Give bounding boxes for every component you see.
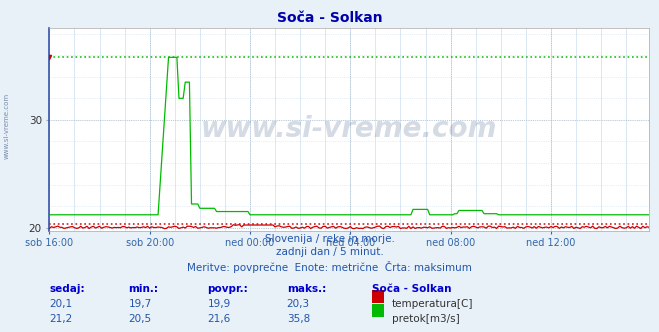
Text: 19,7: 19,7	[129, 299, 152, 309]
Text: povpr.:: povpr.:	[208, 284, 248, 294]
Text: 20,5: 20,5	[129, 314, 152, 324]
Text: Meritve: povprečne  Enote: metrične  Črta: maksimum: Meritve: povprečne Enote: metrične Črta:…	[187, 261, 472, 273]
Text: pretok[m3/s]: pretok[m3/s]	[392, 314, 460, 324]
Text: 20,1: 20,1	[49, 299, 72, 309]
Text: 21,2: 21,2	[49, 314, 72, 324]
Text: 20,3: 20,3	[287, 299, 310, 309]
Text: 21,6: 21,6	[208, 314, 231, 324]
Text: temperatura[C]: temperatura[C]	[392, 299, 474, 309]
Text: Soča - Solkan: Soča - Solkan	[277, 11, 382, 25]
Text: min.:: min.:	[129, 284, 159, 294]
Text: 35,8: 35,8	[287, 314, 310, 324]
Text: maks.:: maks.:	[287, 284, 326, 294]
Text: www.si-vreme.com: www.si-vreme.com	[201, 116, 498, 143]
Text: 19,9: 19,9	[208, 299, 231, 309]
Text: Slovenija / reke in morje.: Slovenija / reke in morje.	[264, 234, 395, 244]
Text: zadnji dan / 5 minut.: zadnji dan / 5 minut.	[275, 247, 384, 257]
Text: www.si-vreme.com: www.si-vreme.com	[3, 93, 10, 159]
Text: Soča - Solkan: Soča - Solkan	[372, 284, 452, 294]
Text: sedaj:: sedaj:	[49, 284, 85, 294]
